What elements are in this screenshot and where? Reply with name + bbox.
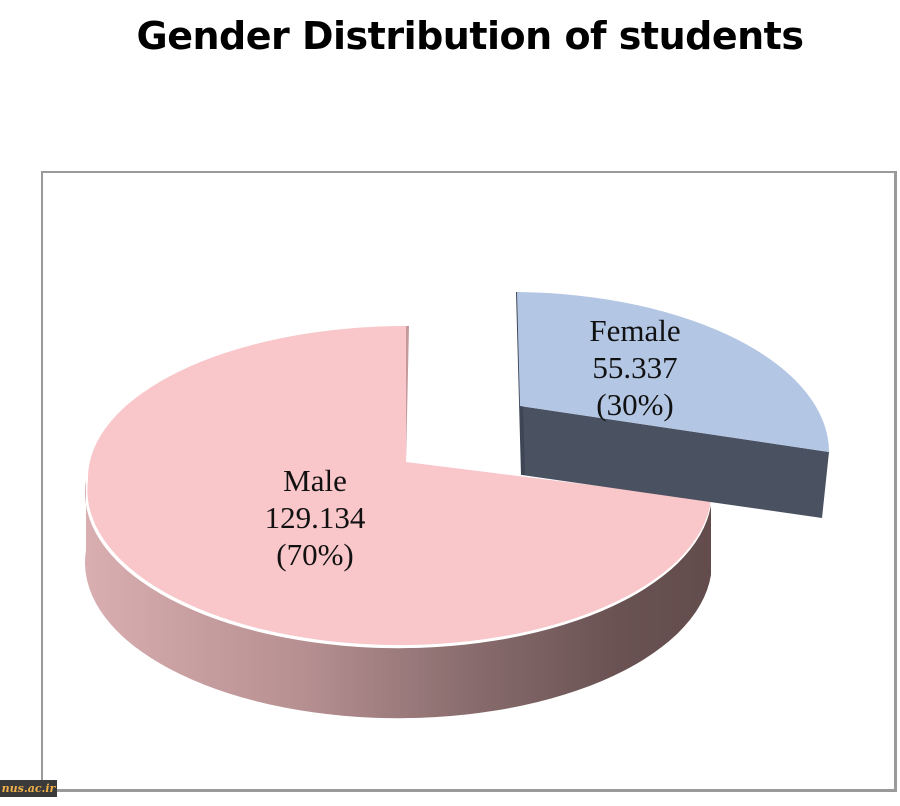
site-watermark: nus.ac.ir	[0, 780, 57, 797]
male-label-name: Male	[283, 463, 347, 498]
male-slice	[87, 326, 711, 646]
female-slice-side	[520, 406, 829, 518]
male-label-value: 129.134	[264, 500, 366, 535]
chart-title: Gender Distribution of students	[136, 14, 804, 58]
female-label-percent: (30%)	[596, 387, 674, 422]
female-label-value: 55.337	[592, 350, 678, 385]
female-slice	[517, 292, 829, 452]
male-slice-side	[84, 480, 711, 719]
female-label-name: Female	[589, 313, 681, 348]
female-data-label: Female 55.337 (30%)	[560, 312, 710, 423]
male-data-label: Male 129.134 (70%)	[240, 462, 390, 573]
male-label-percent: (70%)	[276, 537, 354, 572]
